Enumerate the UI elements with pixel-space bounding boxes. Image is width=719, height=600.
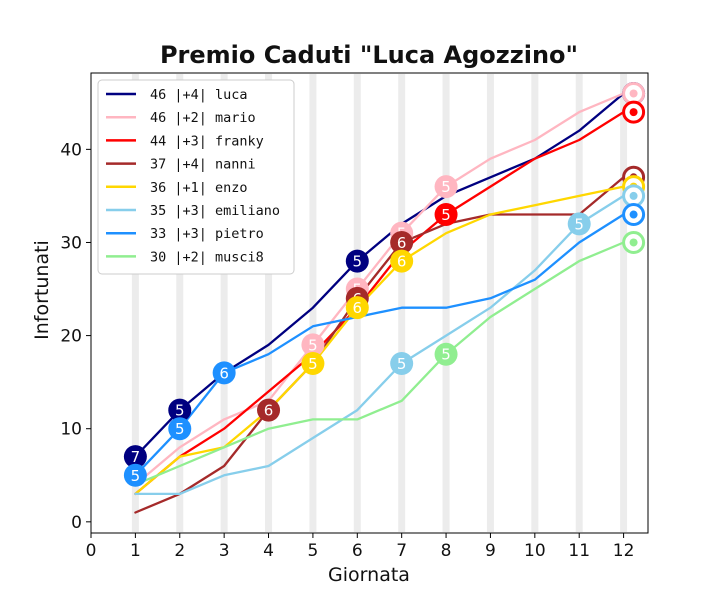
marker-mario [434, 175, 458, 199]
crest-icon-core [629, 108, 638, 117]
x-tick-label: 5 [307, 541, 318, 561]
x-tick-label: 1 [130, 541, 141, 561]
marker-label: 6 [397, 253, 407, 271]
crest-icon-core [629, 191, 638, 200]
x-tick-label: 10 [524, 541, 546, 561]
legend-label: 36 |+1| enzo [150, 180, 248, 196]
grid-band [176, 74, 184, 532]
marker-label: 5 [308, 355, 318, 373]
series-line-emiliano [134, 194, 625, 496]
plot-frame [90, 72, 649, 534]
x-tick-label: 4 [263, 541, 274, 561]
legend-box [97, 79, 295, 275]
legend-label: 33 |+3| pietro [150, 226, 264, 242]
x-tick-label: 11 [568, 541, 590, 561]
marker-label: 6 [353, 299, 363, 317]
legend-label: 44 |+3| franky [150, 133, 264, 149]
y-tick-label: 30 [60, 233, 82, 253]
grid-band [398, 74, 406, 532]
marker-emiliano [390, 352, 414, 376]
x-axis-label: Giornata [328, 564, 410, 586]
marker-luca [168, 398, 192, 422]
series-line-pietro [134, 213, 625, 477]
marker-luca [345, 249, 369, 273]
marker-nanni [390, 230, 414, 254]
x-tick-label: 3 [219, 541, 230, 561]
series-line-enzo [134, 185, 625, 496]
y-tick-label: 10 [60, 420, 82, 440]
grid-band [265, 74, 273, 532]
marker-pietro [123, 463, 147, 487]
marker-luca [123, 445, 147, 469]
legend: 46 |+4| luca 46 |+2| mario 44 |+3| franky 3… [97, 79, 295, 275]
marker-label: 5 [353, 253, 363, 271]
marker-emiliano [567, 212, 591, 236]
x-tick-label: 6 [352, 541, 363, 561]
x-tick-label: 2 [174, 541, 185, 561]
marker-label: 5 [175, 420, 185, 438]
grid-band [131, 74, 139, 532]
x-tick-label: 12 [613, 541, 635, 561]
legend-label: 30 |+2| musci8 [150, 249, 264, 265]
grid-band [486, 74, 494, 532]
y-tick-label: 40 [60, 140, 82, 160]
crest-icon-core [629, 89, 638, 98]
series-line-mario [134, 92, 625, 486]
crest-icon-core [629, 238, 638, 247]
x-tick-label: 0 [86, 541, 97, 561]
grid-band [309, 74, 317, 532]
marker-label: 5 [308, 336, 318, 354]
legend-label: 46 |+2| mario [150, 110, 256, 126]
x-tick-label: 7 [396, 541, 407, 561]
y-tick-label: 20 [60, 327, 82, 347]
marker-label: 5 [131, 467, 141, 485]
chart-title: Premio Caduti "Luca Agozzino" [160, 41, 578, 69]
marker-nanni [257, 398, 281, 422]
marker-musci8 [434, 342, 458, 366]
marker-label: 6 [264, 402, 274, 420]
marker-mario [301, 333, 325, 357]
grid-band [531, 74, 539, 532]
x-tick-label: 9 [485, 541, 496, 561]
marker-label: 6 [219, 364, 229, 382]
grid-band [220, 74, 228, 532]
series-line-musci8 [134, 241, 625, 486]
series-markers: 75555555666566555565 [123, 175, 591, 487]
y-tick-label: 0 [71, 513, 82, 533]
marker-label: 5 [441, 178, 451, 196]
marker-label: 6 [397, 234, 407, 252]
series-line-franky [134, 110, 625, 496]
legend-label: 35 |+3| emiliano [150, 203, 280, 219]
marker-label: 5 [441, 346, 451, 364]
grid-band [620, 74, 628, 532]
series-line-nanni [134, 176, 625, 514]
grid-band [575, 74, 583, 532]
marker-label: 5 [397, 355, 407, 373]
x-tick-label: 8 [441, 541, 452, 561]
marker-pietro [168, 417, 192, 441]
marker-franky [434, 203, 458, 227]
marker-enzo [390, 249, 414, 273]
marker-pietro [212, 361, 236, 385]
legend-label: 46 |+4| luca [150, 87, 248, 103]
y-axis-label: Infortunati [31, 240, 53, 340]
end-icons [622, 81, 646, 254]
crest-icon-core [629, 210, 638, 219]
grid-band [442, 74, 450, 532]
marker-label: 5 [175, 402, 185, 420]
marker-enzo [301, 352, 325, 376]
marker-enzo [345, 296, 369, 320]
legend-label: 37 |+4| nanni [150, 157, 256, 173]
marker-label: 5 [441, 206, 451, 224]
marker-label: 7 [131, 448, 141, 466]
marker-label: 5 [574, 215, 584, 233]
